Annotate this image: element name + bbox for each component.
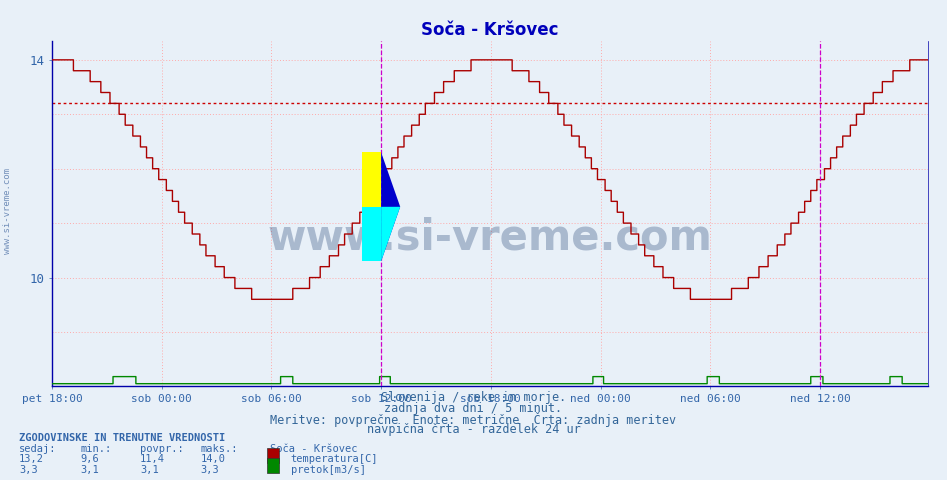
Text: 3,1: 3,1 xyxy=(80,465,99,475)
Text: Slovenija / reke in morje.: Slovenija / reke in morje. xyxy=(381,391,566,404)
Bar xyxy=(362,152,381,207)
Text: povpr.:: povpr.: xyxy=(140,444,184,454)
Text: 13,2: 13,2 xyxy=(19,454,44,464)
Text: Meritve: povprečne  Enote: metrične  Črta: zadnja meritev: Meritve: povprečne Enote: metrične Črta:… xyxy=(271,412,676,427)
Polygon shape xyxy=(381,207,401,261)
Text: 3,3: 3,3 xyxy=(19,465,38,475)
Text: 9,6: 9,6 xyxy=(80,454,99,464)
Text: maks.:: maks.: xyxy=(201,444,239,454)
Text: www.si-vreme.com: www.si-vreme.com xyxy=(3,168,12,254)
Text: 14,0: 14,0 xyxy=(201,454,225,464)
Text: Soča - Kršovec: Soča - Kršovec xyxy=(270,444,357,454)
Text: zadnja dva dni / 5 minut.: zadnja dva dni / 5 minut. xyxy=(384,402,563,415)
Text: www.si-vreme.com: www.si-vreme.com xyxy=(268,217,712,259)
Text: 3,1: 3,1 xyxy=(140,465,159,475)
Text: min.:: min.: xyxy=(80,444,112,454)
Title: Soča - Kršovec: Soča - Kršovec xyxy=(421,21,559,39)
Text: sedaj:: sedaj: xyxy=(19,444,57,454)
Polygon shape xyxy=(381,152,401,261)
Text: 3,3: 3,3 xyxy=(201,465,220,475)
Text: pretok[m3/s]: pretok[m3/s] xyxy=(291,465,366,475)
Text: 11,4: 11,4 xyxy=(140,454,165,464)
Text: navpična črta - razdelek 24 ur: navpična črta - razdelek 24 ur xyxy=(366,423,581,436)
Bar xyxy=(362,207,381,261)
Text: temperatura[C]: temperatura[C] xyxy=(291,454,378,464)
Text: ZGODOVINSKE IN TRENUTNE VREDNOSTI: ZGODOVINSKE IN TRENUTNE VREDNOSTI xyxy=(19,433,225,443)
